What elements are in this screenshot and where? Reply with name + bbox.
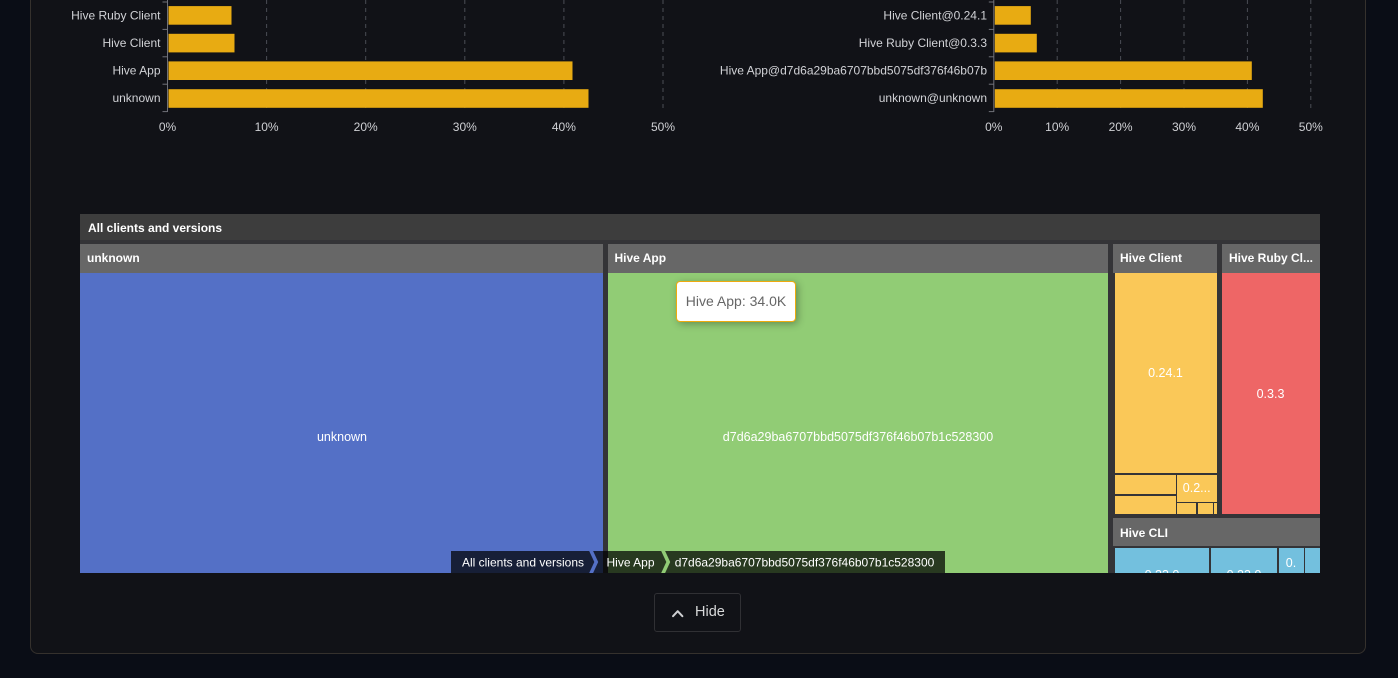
- svg-text:20%: 20%: [354, 120, 378, 134]
- svg-text:50%: 50%: [651, 120, 675, 134]
- svg-text:30%: 30%: [453, 120, 477, 134]
- svg-text:Hive App: Hive App: [606, 556, 654, 570]
- svg-text:0%: 0%: [159, 120, 177, 134]
- svg-text:0%: 0%: [985, 120, 1003, 134]
- svg-text:Hive Ruby Client: Hive Ruby Client: [71, 9, 161, 23]
- svg-text:Hive Client@0.24.1: Hive Client@0.24.1: [883, 9, 987, 23]
- svg-text:30%: 30%: [1172, 120, 1196, 134]
- svg-text:Hive App: Hive App: [112, 64, 160, 78]
- svg-text:40%: 40%: [552, 120, 576, 134]
- svg-text:Hive Client: Hive Client: [102, 36, 161, 50]
- svg-text:unknown@unknown: unknown@unknown: [879, 91, 987, 105]
- svg-text:All clients and versions: All clients and versions: [462, 556, 584, 570]
- svg-text:Hive App@d7d6a29ba6707bbd5075d: Hive App@d7d6a29ba6707bbd5075df376f46b07…: [720, 64, 987, 78]
- svg-text:50%: 50%: [1299, 120, 1323, 134]
- svg-text:10%: 10%: [1045, 120, 1069, 134]
- svg-text:Hive Ruby Client@0.3.3: Hive Ruby Client@0.3.3: [859, 36, 988, 50]
- svg-text:40%: 40%: [1235, 120, 1259, 134]
- svg-text:10%: 10%: [255, 120, 279, 134]
- svg-text:unknown: unknown: [112, 91, 160, 105]
- svg-text:d7d6a29ba6707bbd5075df376f46b0: d7d6a29ba6707bbd5075df376f46b07b1c528300: [675, 556, 935, 570]
- svg-text:20%: 20%: [1109, 120, 1133, 134]
